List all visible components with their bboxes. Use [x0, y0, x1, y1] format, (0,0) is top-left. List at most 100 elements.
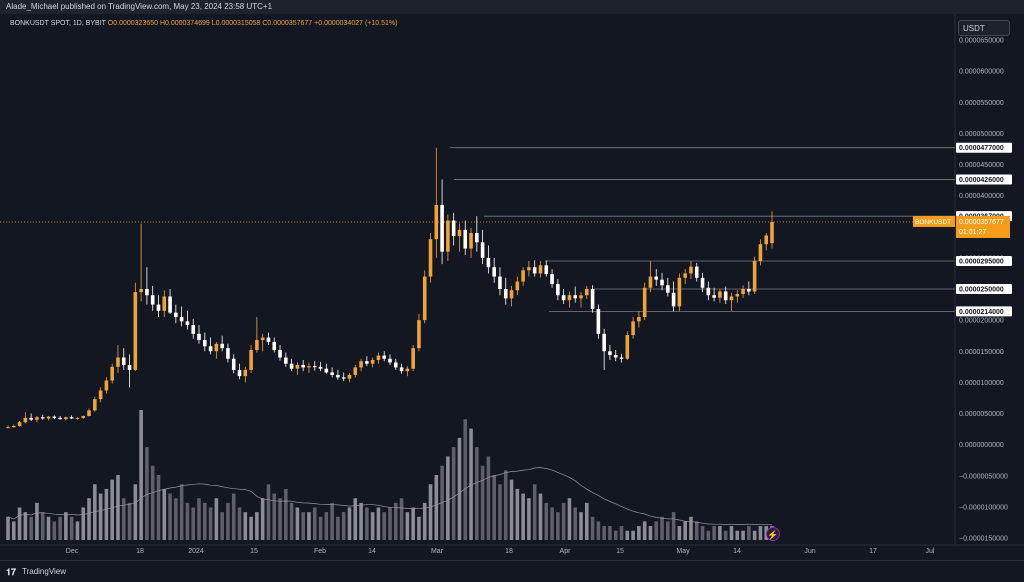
candle-body	[613, 354, 618, 358]
volume-bar	[341, 512, 346, 540]
level-label: 0.0000477000	[959, 145, 1004, 152]
volume-bar	[289, 502, 294, 540]
volume-bar	[486, 456, 491, 540]
volume-bar	[666, 521, 670, 540]
candle-body	[139, 289, 143, 293]
volume-bar	[174, 498, 178, 540]
candle-body	[706, 287, 711, 296]
volume-bar	[475, 447, 479, 540]
currency-button[interactable]: USDT	[958, 20, 1010, 36]
volume-bar	[260, 498, 265, 540]
volume-bar	[150, 465, 155, 540]
candle-body	[370, 359, 375, 364]
volume-bar	[428, 484, 433, 540]
level-label-box	[956, 142, 1012, 153]
volume-bar	[741, 530, 745, 540]
y-tick-label: 0.0000600000	[959, 69, 1004, 76]
volume-bar	[208, 507, 213, 540]
volume-bar	[255, 512, 259, 540]
volume-bar	[573, 507, 578, 540]
y-tick-label: −0.0000050000	[959, 473, 1008, 480]
candle-body	[168, 296, 172, 313]
legend-high: H0.0000374699	[159, 20, 210, 27]
volume-bar	[330, 502, 334, 540]
tradingview-logo-icon[interactable]: 𝟏𝟕	[6, 567, 17, 577]
volume-bar	[376, 507, 381, 540]
volume-bar	[671, 512, 676, 540]
candle-body	[671, 292, 676, 307]
price-label-box	[956, 215, 1010, 238]
volume-bar	[35, 502, 39, 540]
volume-bar	[405, 512, 410, 540]
volume-bar	[29, 516, 33, 540]
y-tick-label: 0.0000050000	[959, 411, 1004, 418]
candle-body	[185, 321, 190, 326]
volume-bar	[451, 447, 456, 540]
y-tick-label: −0.0000100000	[959, 504, 1008, 511]
volume-bar	[619, 526, 624, 540]
candle-body	[399, 367, 404, 372]
x-tick-label: Feb	[314, 548, 326, 555]
candle-body	[87, 410, 91, 416]
candle-body	[312, 366, 317, 368]
volume-bar	[706, 530, 711, 540]
volume-bar	[422, 502, 427, 540]
volume-bar	[689, 516, 693, 540]
volume-bar	[521, 493, 525, 540]
candle-body	[376, 355, 381, 360]
candle-body	[289, 363, 294, 369]
volume-bar	[220, 512, 224, 540]
volume-bar	[579, 512, 583, 540]
candle-body	[150, 295, 155, 305]
x-tick-label: Mar	[431, 548, 444, 555]
level-label-box	[956, 284, 1012, 294]
candle-body	[498, 276, 502, 289]
candle-body	[764, 235, 769, 245]
volume-bar	[509, 479, 514, 540]
y-tick-label: 0.0000000000	[959, 442, 1004, 449]
volume-bar	[191, 507, 196, 540]
candle-body	[752, 260, 757, 292]
volume-bar	[411, 507, 415, 540]
candle-body	[405, 368, 410, 372]
candle-body	[567, 295, 572, 301]
candle-body	[440, 204, 444, 252]
candle-body	[58, 417, 62, 420]
volume-bar	[538, 493, 543, 540]
candle-body	[521, 270, 525, 282]
x-tick-label: 15	[250, 548, 258, 555]
volume-bar	[237, 507, 242, 540]
flash-icon[interactable]: ⚡	[766, 527, 780, 541]
volume-bar	[584, 502, 589, 540]
volume-bar	[87, 498, 91, 540]
candle-body	[110, 366, 114, 381]
candle-body	[133, 292, 138, 370]
volume-bar	[463, 419, 468, 540]
candle-body	[556, 284, 560, 296]
volume-bar	[532, 484, 537, 540]
volume-bar	[596, 521, 601, 540]
volume-bar	[133, 484, 138, 540]
symbol-tag-box	[913, 215, 955, 227]
volume-bar	[17, 507, 22, 540]
candle-body	[388, 358, 392, 363]
candle-body	[689, 266, 693, 274]
candle-body	[174, 312, 178, 318]
candle-body	[17, 422, 22, 426]
candle-body	[602, 333, 606, 352]
volume-bar	[23, 512, 28, 540]
candle-body	[121, 357, 126, 365]
volume-bar	[64, 512, 68, 540]
candle-body	[417, 320, 421, 349]
volume-bar	[723, 530, 728, 540]
candle-body	[336, 374, 340, 378]
candle-body	[492, 267, 496, 277]
y-tick-label: 0.0000400000	[959, 193, 1004, 200]
volume-bar	[556, 512, 560, 540]
candle-body	[127, 364, 132, 370]
volume-bar	[127, 502, 132, 540]
candle-body	[365, 361, 369, 364]
candle-body	[46, 416, 51, 419]
volume-bar	[492, 475, 496, 540]
